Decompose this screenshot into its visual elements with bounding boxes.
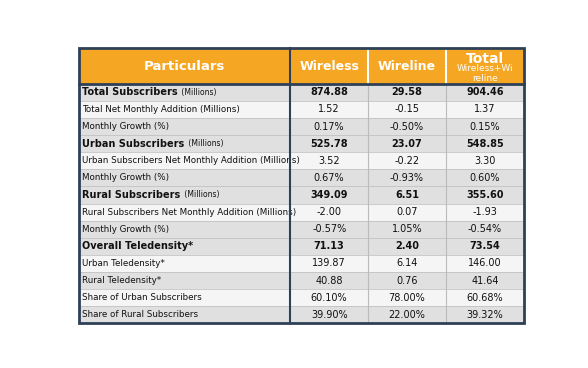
Bar (79, 135, 524, 152)
Text: 6.51: 6.51 (395, 190, 419, 200)
Bar (79, 289, 524, 306)
Text: 40.88: 40.88 (315, 276, 343, 286)
Text: Monthly Growth (%): Monthly Growth (%) (82, 122, 169, 131)
Text: 0.76: 0.76 (396, 276, 417, 286)
Text: -0.93%: -0.93% (390, 173, 424, 183)
Text: 3.52: 3.52 (318, 156, 340, 166)
Text: Total: Total (466, 52, 504, 66)
Text: 39.32%: 39.32% (466, 310, 503, 320)
Text: -0.22: -0.22 (395, 156, 420, 166)
Text: 71.13: 71.13 (314, 241, 345, 251)
Text: -0.15: -0.15 (395, 105, 419, 114)
Text: -1.93: -1.93 (472, 207, 497, 217)
Text: -0.54%: -0.54% (467, 224, 502, 234)
Text: Particulars: Particulars (144, 60, 225, 72)
Bar (79, 306, 524, 323)
Text: 525.78: 525.78 (310, 139, 348, 149)
Bar (79, 187, 524, 204)
Bar (79, 152, 524, 169)
Text: (Millions): (Millions) (182, 191, 219, 199)
Text: 1.05%: 1.05% (392, 224, 422, 234)
Text: 60.68%: 60.68% (466, 293, 503, 302)
Text: 904.46: 904.46 (466, 87, 503, 98)
Text: 0.15%: 0.15% (469, 121, 500, 132)
Text: -2.00: -2.00 (317, 207, 342, 217)
Text: Monthly Growth (%): Monthly Growth (%) (82, 225, 169, 234)
Text: 29.58: 29.58 (392, 87, 422, 98)
Text: 6.14: 6.14 (396, 258, 417, 268)
Text: Rural Subscribers Net Monthly Addition (Millions): Rural Subscribers Net Monthly Addition (… (82, 208, 296, 217)
Text: 874.88: 874.88 (310, 87, 348, 98)
Text: Overall Teledensity*: Overall Teledensity* (82, 241, 193, 251)
Text: 0.67%: 0.67% (314, 173, 345, 183)
Text: Share of Rural Subscribers: Share of Rural Subscribers (82, 310, 198, 319)
Text: 0.07: 0.07 (396, 207, 417, 217)
Text: Total Subscribers: Total Subscribers (82, 87, 178, 98)
Text: 355.60: 355.60 (466, 190, 503, 200)
Text: (Millions): (Millions) (179, 88, 216, 97)
Bar (79, 255, 524, 272)
Text: 1.52: 1.52 (318, 105, 340, 114)
Text: Share of Urban Subscribers: Share of Urban Subscribers (82, 293, 202, 302)
Bar (79, 169, 524, 187)
Text: 139.87: 139.87 (312, 258, 346, 268)
Text: 2.40: 2.40 (395, 241, 419, 251)
Bar (79, 204, 524, 221)
Text: 1.37: 1.37 (474, 105, 496, 114)
Text: Wireless: Wireless (299, 60, 359, 72)
Text: 0.60%: 0.60% (470, 173, 500, 183)
Bar (79, 118, 524, 135)
Text: Rural Teledensity*: Rural Teledensity* (82, 276, 162, 285)
Text: 146.00: 146.00 (468, 258, 502, 268)
Text: 60.10%: 60.10% (311, 293, 348, 302)
Text: Wireline: Wireline (378, 60, 436, 72)
Text: 3.30: 3.30 (474, 156, 496, 166)
Text: (Millions): (Millions) (186, 139, 223, 148)
Text: -0.50%: -0.50% (390, 121, 424, 132)
Text: Urban Teledensity*: Urban Teledensity* (82, 259, 165, 268)
Text: 78.00%: 78.00% (389, 293, 425, 302)
Text: 73.54: 73.54 (469, 241, 500, 251)
Bar (79, 221, 524, 238)
Text: Urban Subscribers Net Monthly Addition (Millions): Urban Subscribers Net Monthly Addition (… (82, 156, 300, 165)
Text: 23.07: 23.07 (392, 139, 422, 149)
Bar (79, 101, 524, 118)
Text: 22.00%: 22.00% (389, 310, 426, 320)
Bar (79, 238, 524, 255)
Text: 0.17%: 0.17% (314, 121, 345, 132)
Text: Total Net Monthly Addition (Millions): Total Net Monthly Addition (Millions) (82, 105, 240, 114)
Bar (79, 84, 524, 101)
Text: Urban Subscribers: Urban Subscribers (82, 139, 185, 149)
Text: 41.64: 41.64 (471, 276, 499, 286)
Text: 39.90%: 39.90% (311, 310, 348, 320)
Text: Monthly Growth (%): Monthly Growth (%) (82, 173, 169, 183)
Text: 349.09: 349.09 (310, 190, 348, 200)
Text: Rural Subscribers: Rural Subscribers (82, 190, 181, 200)
Bar (79, 49, 524, 84)
Text: Wireless+Wi
reline: Wireless+Wi reline (456, 64, 513, 83)
Text: -0.57%: -0.57% (312, 224, 346, 234)
Text: 548.85: 548.85 (466, 139, 504, 149)
Bar (79, 272, 524, 289)
